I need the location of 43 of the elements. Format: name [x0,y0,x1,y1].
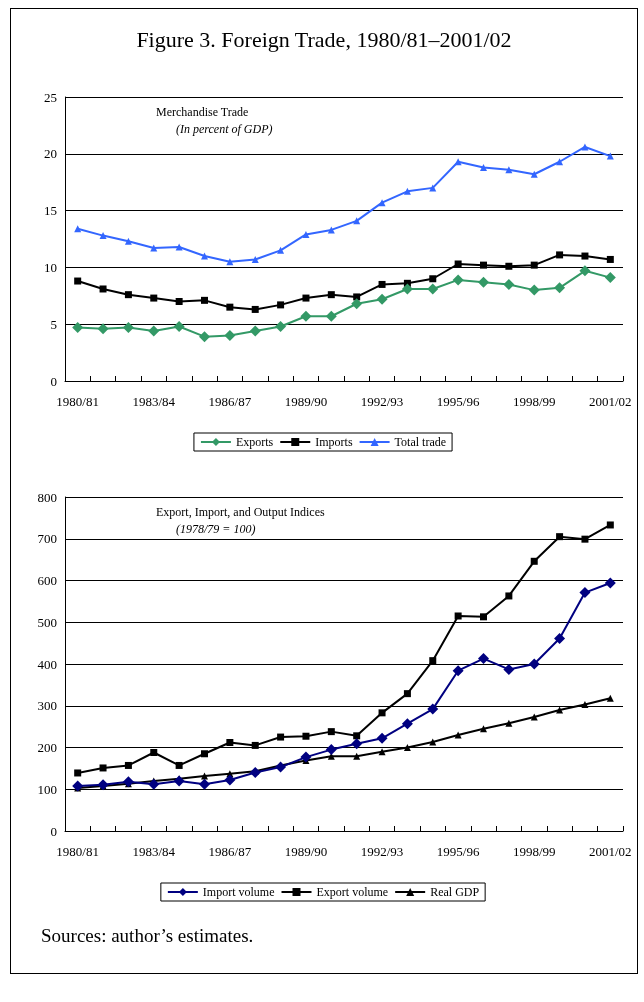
x-tick-label: 1992/93 [360,844,404,859]
text: (In percent of GDP) [176,122,273,136]
x-tick-label: 2001/02 [589,844,632,859]
x-tick-label: 1986/87 [208,844,252,859]
legend-label: Import volume [202,885,275,899]
x-tick-label: 1989/90 [284,844,328,859]
legend-label: Exports [235,435,274,449]
y-tick-label: 20 [44,146,57,162]
x-tick-label: 2001/02 [589,394,632,409]
x-tick-label: 1980/81 [56,844,99,859]
y-tick-label: 800 [37,489,57,505]
y-tick-label: 100 [37,781,57,797]
x-tick-label: 1992/93 [360,394,404,409]
x-tick-label: 1995/96 [436,844,480,859]
y-tick-label: 400 [37,656,57,672]
legend-label: Export volume [316,885,389,899]
caption: Figure 3. Foreign Trade, 1980/81–2001/02 [135,26,513,54]
y-tick-label: 0 [50,373,57,389]
y-tick-label: 700 [37,531,57,547]
text: (1978/79 = 100) [176,522,256,536]
x-tick-label: 1983/84 [132,394,176,409]
x-tick-label: 1998/99 [512,394,556,409]
y-tick-label: 5 [50,316,57,332]
text: Merchandise Trade [156,105,249,119]
x-tick-label: 1995/96 [436,394,480,409]
y-tick-label: 500 [37,614,57,630]
y-tick-label: 200 [37,740,57,755]
y-tick-label: 300 [37,698,57,714]
x-tick-label: 1980/81 [56,394,99,409]
x-tick-label: 1989/90 [284,394,328,409]
y-tick-label: 600 [37,573,57,588]
y-tick-label: 15 [44,203,57,219]
text: Export, Import, and Output Indices [156,505,325,519]
y-tick-label: 25 [44,89,57,105]
x-tick-label: 1998/99 [512,844,556,859]
legend-label: Real GDP [430,885,480,899]
legend-label: Total trade [394,435,447,449]
x-tick-label: 1986/87 [208,394,252,409]
y-tick-label: 0 [50,823,57,839]
legend-label: Imports [315,435,353,449]
y-tick-label: 10 [44,259,57,275]
x-tick-label: 1983/84 [132,844,176,859]
source-note: Sources: author’s estimates. [40,924,255,948]
